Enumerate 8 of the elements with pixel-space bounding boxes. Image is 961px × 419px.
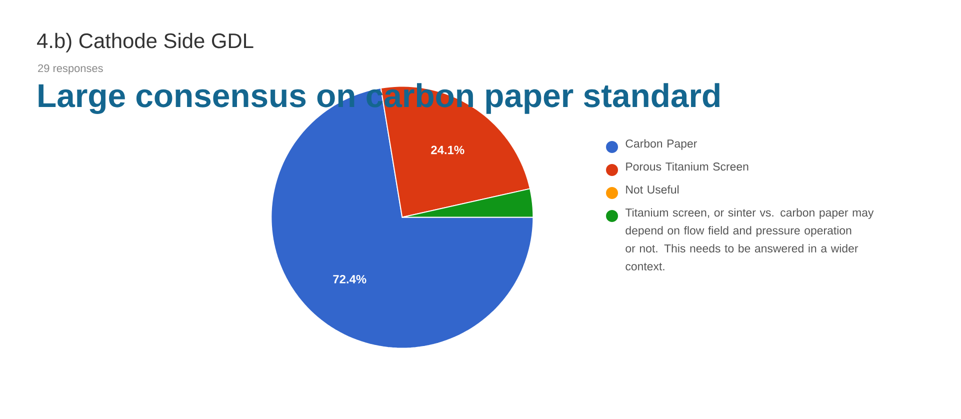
- legend-label: Porous Titanium Screen: [626, 162, 748, 171]
- chart-title: 4.b) Cathode Side GDL: [37, 32, 254, 52]
- legend-label: Carbon Paper: [626, 139, 697, 150]
- legend-label: Not Useful: [626, 185, 679, 194]
- legend-label: Titanium screen, or sinter vs. carbon paper may depend on flow field and pressure operation or not. This needs to be answered in a wider context.: [625, 208, 874, 270]
- data-label: 72.4%: [333, 274, 366, 284]
- text: 29 responses: [38, 64, 103, 74]
- data-label: 24.1%: [431, 146, 464, 154]
